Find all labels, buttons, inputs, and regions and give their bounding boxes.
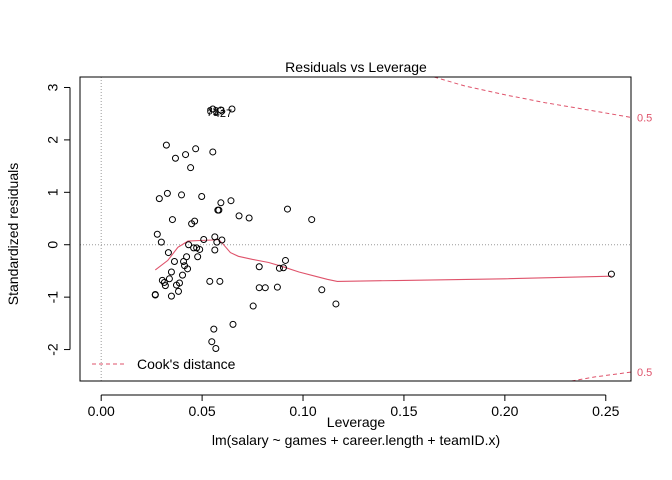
data-point <box>249 302 257 310</box>
data-point <box>273 283 281 291</box>
data-point <box>176 279 184 287</box>
plot-frame <box>79 76 632 382</box>
data-point <box>178 191 186 199</box>
data-point <box>211 246 219 254</box>
data-point <box>161 282 169 290</box>
x-tick-label: 0.05 <box>188 403 215 419</box>
data-point <box>235 212 243 220</box>
y-tick-label: -1 <box>45 291 61 304</box>
data-point <box>217 199 225 207</box>
data-point <box>245 214 253 222</box>
data-point <box>183 253 191 261</box>
x-tick-label: 0.10 <box>289 403 316 419</box>
data-point <box>167 268 175 276</box>
x-tick-label: 0.20 <box>491 403 518 419</box>
x-tick-label: 0.00 <box>88 403 115 419</box>
data-point <box>209 105 217 113</box>
data-point <box>155 195 163 203</box>
data-point <box>192 145 200 153</box>
y-tick-label: -2 <box>45 343 61 356</box>
data-point <box>158 276 166 284</box>
data-point <box>170 257 178 265</box>
point-label: 73 <box>207 107 219 119</box>
data-point <box>160 278 168 286</box>
data-point <box>210 325 218 333</box>
data-point <box>163 189 171 197</box>
data-point <box>216 277 224 285</box>
data-point <box>218 236 226 244</box>
data-point <box>164 249 172 257</box>
data-point <box>275 264 283 272</box>
data-point <box>165 275 173 283</box>
y-tick-label: 3 <box>45 83 61 91</box>
y-axis-label: Standardized residuals <box>5 163 21 305</box>
data-point <box>283 205 291 213</box>
data-point <box>167 292 175 300</box>
data-point <box>153 230 161 238</box>
data-point <box>261 284 269 292</box>
legend-label: Cook's distance <box>137 356 236 372</box>
x-tick-label: 0.15 <box>390 403 417 419</box>
cooks-distance-contours <box>434 77 631 381</box>
data-point <box>206 277 214 285</box>
data-points <box>151 105 615 353</box>
y-tick-label: 1 <box>45 188 61 196</box>
point-label: 683 <box>207 105 225 117</box>
data-point <box>209 148 217 156</box>
data-point <box>157 238 165 246</box>
data-point <box>217 106 225 114</box>
contour-labels: 0.5 0.5 <box>637 112 652 379</box>
data-point <box>279 264 287 272</box>
cooks-contour-lower <box>571 371 631 381</box>
data-point <box>208 338 216 346</box>
point-label: 427 <box>214 108 232 120</box>
data-point <box>200 235 208 243</box>
cooks-level-label: 0.5 <box>637 367 652 379</box>
data-point <box>332 300 340 308</box>
data-point <box>191 217 199 225</box>
data-point <box>187 164 195 172</box>
data-point <box>196 245 204 253</box>
data-point <box>227 197 235 205</box>
data-point <box>281 256 289 264</box>
chart-title: Residuals vs Leverage <box>285 59 427 75</box>
data-point <box>162 141 170 149</box>
data-point <box>185 241 193 249</box>
legend: Cook's distance <box>92 356 236 372</box>
y-tick-label: 0 <box>45 241 61 249</box>
x-tick-label: 0.25 <box>592 403 619 419</box>
x-axis: 0.00 0.05 0.10 0.15 0.20 0.25 <box>88 394 620 419</box>
x-axis-label: Leverage <box>327 414 386 430</box>
data-point <box>318 286 326 294</box>
data-point <box>179 271 187 279</box>
smoother-series-line <box>154 238 612 282</box>
data-point <box>151 291 159 299</box>
data-point <box>212 345 220 353</box>
data-point <box>198 193 206 201</box>
data-point <box>229 320 237 328</box>
x-axis-subtitle: lm(salary ~ games + career.length + team… <box>212 432 500 448</box>
data-point <box>174 287 182 295</box>
y-tick-label: 2 <box>45 136 61 144</box>
data-point <box>168 216 176 224</box>
y-axis: -2 -1 0 1 2 3 <box>45 83 71 356</box>
smoother-line <box>154 238 612 282</box>
cooks-contour-upper <box>434 77 631 118</box>
data-point <box>255 263 263 271</box>
cooks-level-label: 0.5 <box>637 112 652 124</box>
data-point <box>308 216 316 224</box>
data-point <box>607 270 615 278</box>
reference-lines <box>80 77 631 381</box>
data-point <box>171 154 179 162</box>
data-point <box>255 284 263 292</box>
data-point <box>215 206 223 214</box>
data-point <box>228 105 236 113</box>
data-point <box>184 265 192 273</box>
data-point <box>194 253 202 261</box>
data-point <box>182 151 190 159</box>
